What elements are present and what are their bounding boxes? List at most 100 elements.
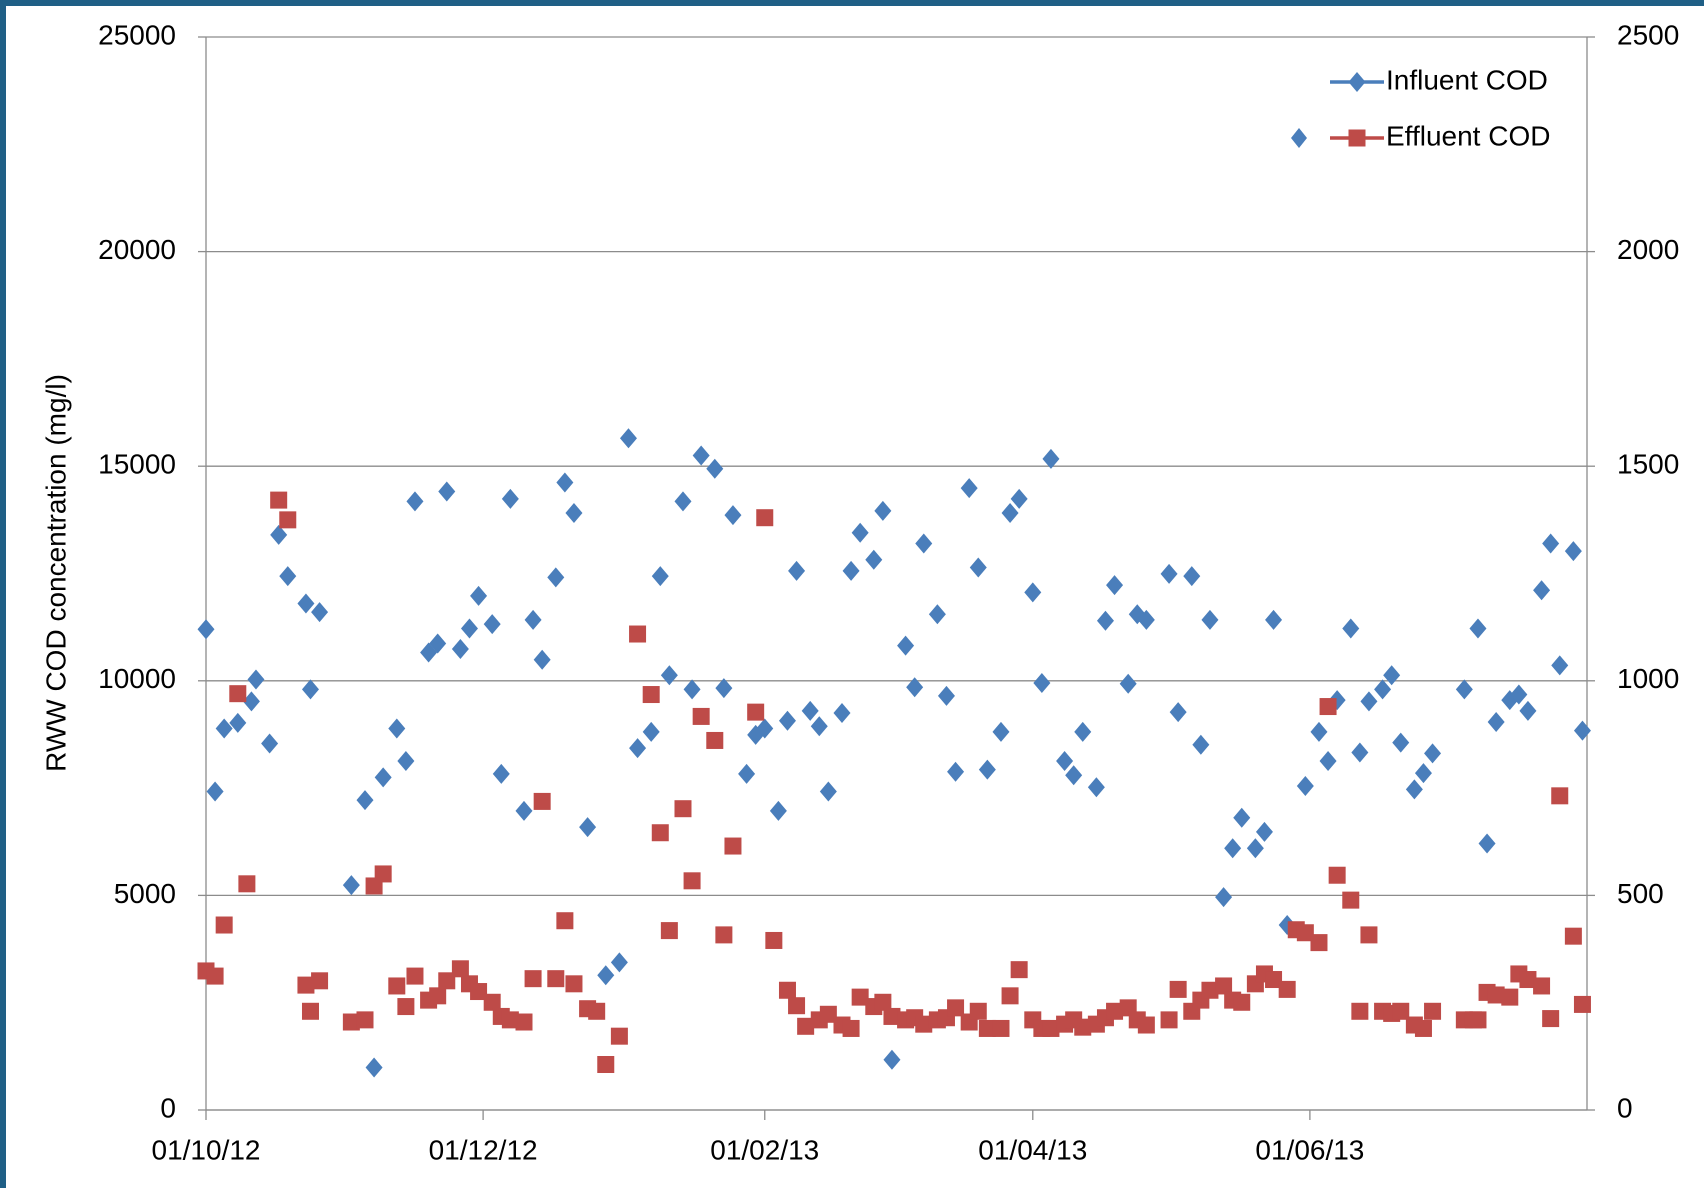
data-point [928,604,946,625]
data-point [297,976,315,994]
data-point [1310,934,1328,952]
data-point [1374,679,1392,700]
data-point [597,1056,615,1074]
data-point [769,800,787,821]
legend-label: Influent COD [1386,64,1548,95]
data-point [1351,742,1369,763]
data-point [374,767,392,788]
data-point [883,1007,901,1025]
data-point [1424,1002,1442,1020]
data-point [270,524,288,545]
data-point [1137,1016,1155,1034]
data-point [1215,977,1233,995]
data-point [1319,698,1337,716]
data-point [438,972,456,990]
data-point [215,916,233,934]
data-point [1296,924,1314,942]
data-point [429,633,447,654]
legend-marker [1348,72,1366,92]
data-point [874,993,892,1011]
data-point [279,511,297,529]
y-tick-label: 10000 [98,663,176,694]
x-tick-label: 01/06/13 [1255,1134,1364,1165]
data-point [1469,1011,1487,1029]
data-point [1551,655,1569,676]
data-point [915,533,933,554]
data-point [215,718,233,739]
data-point [397,998,415,1016]
data-point [556,472,574,493]
data-point [1201,981,1219,999]
data-point [747,703,765,721]
data-point [388,977,406,995]
data-point [483,614,501,635]
data-point [883,1049,901,1070]
data-point [629,738,647,759]
data-point [1573,720,1591,741]
data-point [724,505,742,526]
data-point [388,718,406,739]
data-point [242,691,260,712]
data-point [1042,448,1060,469]
data-point [429,987,447,1005]
data-point [279,566,297,587]
data-point [311,602,329,623]
data-point [1487,986,1505,1004]
data-point [451,960,469,978]
data-point [969,557,987,578]
data-point [597,965,615,986]
data-point [1106,575,1124,596]
data-point [874,500,892,521]
data-point [1319,751,1337,772]
data-point [501,1011,519,1029]
data-point [533,649,551,670]
y-tick-label: 25000 [98,19,176,50]
data-point [1137,609,1155,630]
data-point [1405,779,1423,800]
data-point [533,792,551,810]
data-point [660,922,678,940]
data-point [270,491,288,509]
data-point [756,509,774,527]
data-point [1469,618,1487,639]
y2-tick-label: 1000 [1617,663,1679,694]
data-point [483,993,501,1011]
data-point [1573,995,1591,1013]
data-point [397,751,415,772]
data-point [1201,609,1219,630]
data-point [1096,610,1114,631]
data-point [738,763,756,784]
data-point [1383,665,1401,686]
data-point [1296,775,1314,796]
data-point [206,781,224,802]
data-point [1169,980,1187,998]
data-point [1001,502,1019,523]
data-point [674,491,692,512]
data-point [1255,821,1273,842]
data-point [978,759,996,780]
data-point [992,721,1010,742]
data-point [801,700,819,721]
data-point [1183,566,1201,587]
data-point [651,566,669,587]
data-point [937,685,955,706]
data-point [706,458,724,479]
y2-tick-label: 1500 [1617,449,1679,480]
y2-tick-label: 0 [1617,1092,1633,1123]
data-point [524,609,542,630]
data-point [1351,1002,1369,1020]
data-point [978,1019,996,1037]
data-point [797,1017,815,1035]
data-point [1519,700,1537,721]
data-point [301,679,319,700]
data-point [1001,987,1019,1005]
data-point [1360,926,1378,944]
legend-label: Effluent COD [1386,120,1550,151]
data-point [1533,580,1551,601]
data-point [1160,563,1178,584]
data-point [342,1013,360,1031]
legend-marker [1348,129,1366,147]
data-point [683,679,701,700]
data-point [619,428,637,449]
data-point [1519,971,1537,989]
